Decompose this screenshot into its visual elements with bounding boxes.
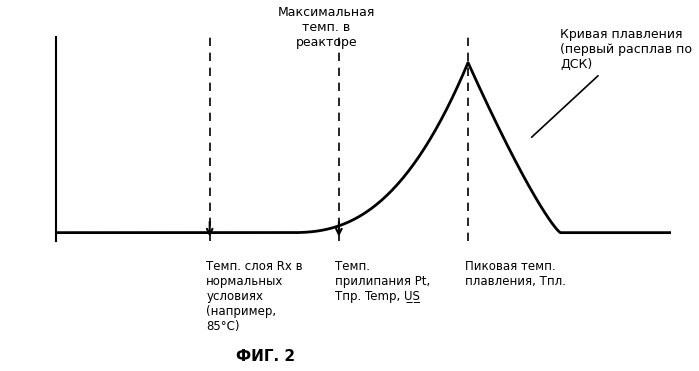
Text: Максимальная
темп. в
реакторе: Максимальная темп. в реакторе xyxy=(278,6,375,49)
Text: ФИГ. 2: ФИГ. 2 xyxy=(236,349,295,364)
Text: Пиковая темп.
плавления, Тпл.: Пиковая темп. плавления, Тпл. xyxy=(465,260,565,288)
Text: Кривая плавления
(первый расплав по
ДСК): Кривая плавления (первый расплав по ДСК) xyxy=(532,28,692,137)
Text: Темп.
прилипания Pt,
Тпр. Temp, U̲S̲: Темп. прилипания Pt, Тпр. Temp, U̲S̲ xyxy=(336,260,431,303)
Text: Темп. слоя Rx в
нормальных
условиях
(например,
85°C): Темп. слоя Rx в нормальных условиях (нап… xyxy=(206,260,303,333)
